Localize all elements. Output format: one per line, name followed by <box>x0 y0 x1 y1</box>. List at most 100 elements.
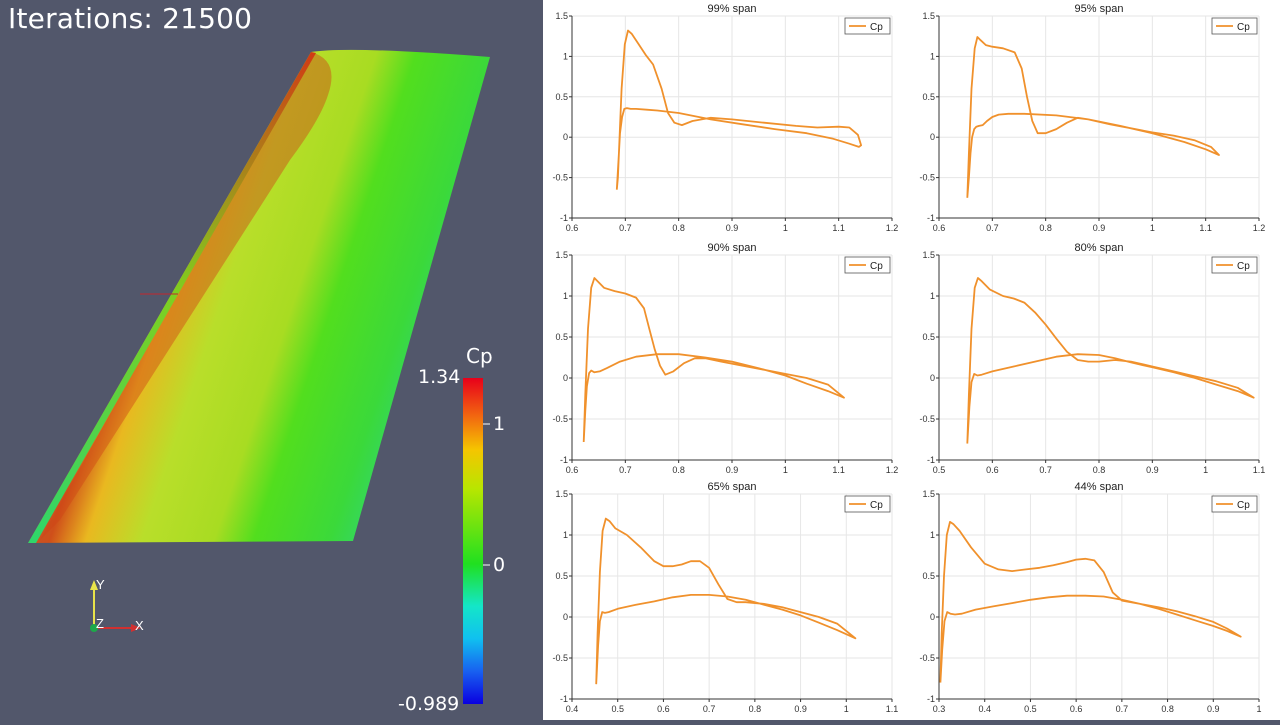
x-tick-label: 0.9 <box>726 223 739 233</box>
cp-series-line <box>966 36 1220 198</box>
legend-box <box>1211 17 1258 35</box>
y-tick-label: -0.5 <box>552 653 568 663</box>
y-tick-label: -1 <box>560 213 568 223</box>
3d-viewport[interactable]: Iterations: 21500 <box>0 0 540 720</box>
y-tick-label: -1 <box>927 213 935 223</box>
cp-plots-panel: 99% span 1.5 1 0.5 0 -0.5 -1 0.6 0.7 0.8 0.9 1 1.1 1.… <box>543 0 1280 720</box>
y-tick-label: -1 <box>927 455 935 465</box>
legend-label: Cp <box>870 500 883 511</box>
x-tick-label: 0.7 <box>619 223 632 233</box>
x-tick-label: 1.1 <box>1199 223 1212 233</box>
chart-legend: Cp <box>844 495 891 513</box>
legend-box <box>844 17 891 35</box>
x-tick-label: 0.9 <box>1146 465 1159 475</box>
cp-chart-1: 99% span 1.5 1 0.5 0 -0.5 -10.6 0.7 0.8 0.9 1 1.1 1.… <box>552 3 898 233</box>
x-tick-label: 0.6 <box>566 465 579 475</box>
y-tick-label: 1.5 <box>555 11 568 21</box>
x-tick-label: 0.5 <box>611 704 624 714</box>
cp-chart-5: 65% span 1.5 1 0.5 0 -0.5 -10.4 0.5 0.6 0.7 0.8 0.9… <box>552 481 898 714</box>
x-tick-label: 0.5 <box>1024 704 1037 714</box>
axis-x-label: X <box>135 618 144 633</box>
x-tick-label: 0.7 <box>1116 704 1129 714</box>
cp-series-line <box>595 517 857 685</box>
x-tick-label: 0.9 <box>1093 223 1106 233</box>
x-tick-label: 1 <box>1203 465 1208 475</box>
x-tick-label: 1.1 <box>832 465 845 475</box>
y-tick-label: 1.5 <box>555 489 568 499</box>
legend-label: Cp <box>1237 500 1250 511</box>
cp-chart-6: 44% span 1.5 1 0.5 0 -0.5 -10.3 0.4 0.5 0.6 0.7 0.8… <box>919 481 1261 714</box>
x-tick-label: 0.9 <box>726 465 739 475</box>
legend-box <box>1211 495 1258 513</box>
y-tick-label: 1.5 <box>922 250 935 260</box>
x-tick-label: 1.2 <box>1253 223 1266 233</box>
y-tick-label: 0 <box>930 373 935 383</box>
x-tick-label: 0.4 <box>978 704 991 714</box>
chart-legend: Cp <box>844 256 891 274</box>
y-tick-label: -0.5 <box>919 653 935 663</box>
x-tick-label: 0.8 <box>749 704 762 714</box>
colorbar-title: Cp <box>466 344 493 368</box>
y-tick-label: -1 <box>560 694 568 704</box>
y-tick-label: 1.5 <box>922 11 935 21</box>
y-tick-label: 1 <box>930 291 935 301</box>
x-tick-label: 1 <box>1256 704 1261 714</box>
chart-legend: Cp <box>1211 256 1258 274</box>
axis-y-label: Y <box>96 577 105 592</box>
x-tick-label: 1 <box>1150 223 1155 233</box>
cp-chart-2: 95% span 1.5 1 0.5 0 -0.5 -10.6 0.7 0.8 0.9 1 1.1 1.… <box>919 3 1265 233</box>
x-tick-label: 0.6 <box>986 465 999 475</box>
x-tick-label: 0.6 <box>1070 704 1083 714</box>
colorbar-max-label: 1.34 <box>418 366 461 388</box>
x-tick-label: 1.1 <box>832 223 845 233</box>
x-tick-label: 1 <box>783 465 788 475</box>
legend-label: Cp <box>870 22 883 33</box>
iterations-label: Iterations: 21500 <box>8 2 253 35</box>
legend-label: Cp <box>1237 261 1250 272</box>
y-tick-label: -1 <box>927 694 935 704</box>
x-tick-label: 0.9 <box>1207 704 1220 714</box>
y-tick-label: 1 <box>563 530 568 540</box>
cp-series-line <box>615 29 862 190</box>
y-tick-label: 0 <box>563 132 568 142</box>
x-tick-label: 1.1 <box>1253 465 1266 475</box>
x-tick-label: 0.7 <box>1039 465 1052 475</box>
y-tick-label: 0 <box>563 373 568 383</box>
y-tick-label: 1.5 <box>555 250 568 260</box>
chart-title: 90% span <box>708 242 757 254</box>
x-tick-label: 1.1 <box>886 704 899 714</box>
chart-legend: Cp <box>1211 495 1258 513</box>
legend-label: Cp <box>870 261 883 272</box>
chart-title: 65% span <box>708 481 757 493</box>
x-tick-label: 0.8 <box>1093 465 1106 475</box>
y-tick-label: 0.5 <box>922 92 935 102</box>
x-tick-label: 1.2 <box>886 465 899 475</box>
cp-series-line <box>966 277 1255 444</box>
x-tick-label: 0.8 <box>1161 704 1174 714</box>
chart-title: 99% span <box>708 3 757 15</box>
x-tick-label: 0.9 <box>794 704 807 714</box>
x-tick-label: 0.6 <box>657 704 670 714</box>
y-tick-label: -1 <box>560 455 568 465</box>
y-tick-label: 1 <box>930 51 935 61</box>
chart-title: 44% span <box>1075 481 1124 493</box>
x-tick-label: 1 <box>783 223 788 233</box>
y-tick-label: 1 <box>563 51 568 61</box>
y-tick-label: 0.5 <box>555 92 568 102</box>
x-tick-label: 0.7 <box>619 465 632 475</box>
cp-chart-3: 90% span 1.5 1 0.5 0 -0.5 -10.6 0.7 0.8 0.9 1 1.1 1.… <box>552 242 898 475</box>
y-tick-label: 0.5 <box>555 571 568 581</box>
x-tick-label: 0.3 <box>933 704 946 714</box>
axis-z-label: Z <box>96 616 104 631</box>
y-tick-label: 1 <box>563 291 568 301</box>
colorbar-min-label: -0.989 <box>398 693 460 715</box>
y-tick-label: 0.5 <box>922 571 935 581</box>
cp-series-line <box>939 521 1242 683</box>
legend-label: Cp <box>1237 22 1250 33</box>
x-tick-label: 0.5 <box>933 465 946 475</box>
chart-title: 80% span <box>1075 242 1124 254</box>
y-tick-label: 0.5 <box>555 332 568 342</box>
chart-legend: Cp <box>1211 17 1258 35</box>
x-tick-label: 0.8 <box>672 465 685 475</box>
